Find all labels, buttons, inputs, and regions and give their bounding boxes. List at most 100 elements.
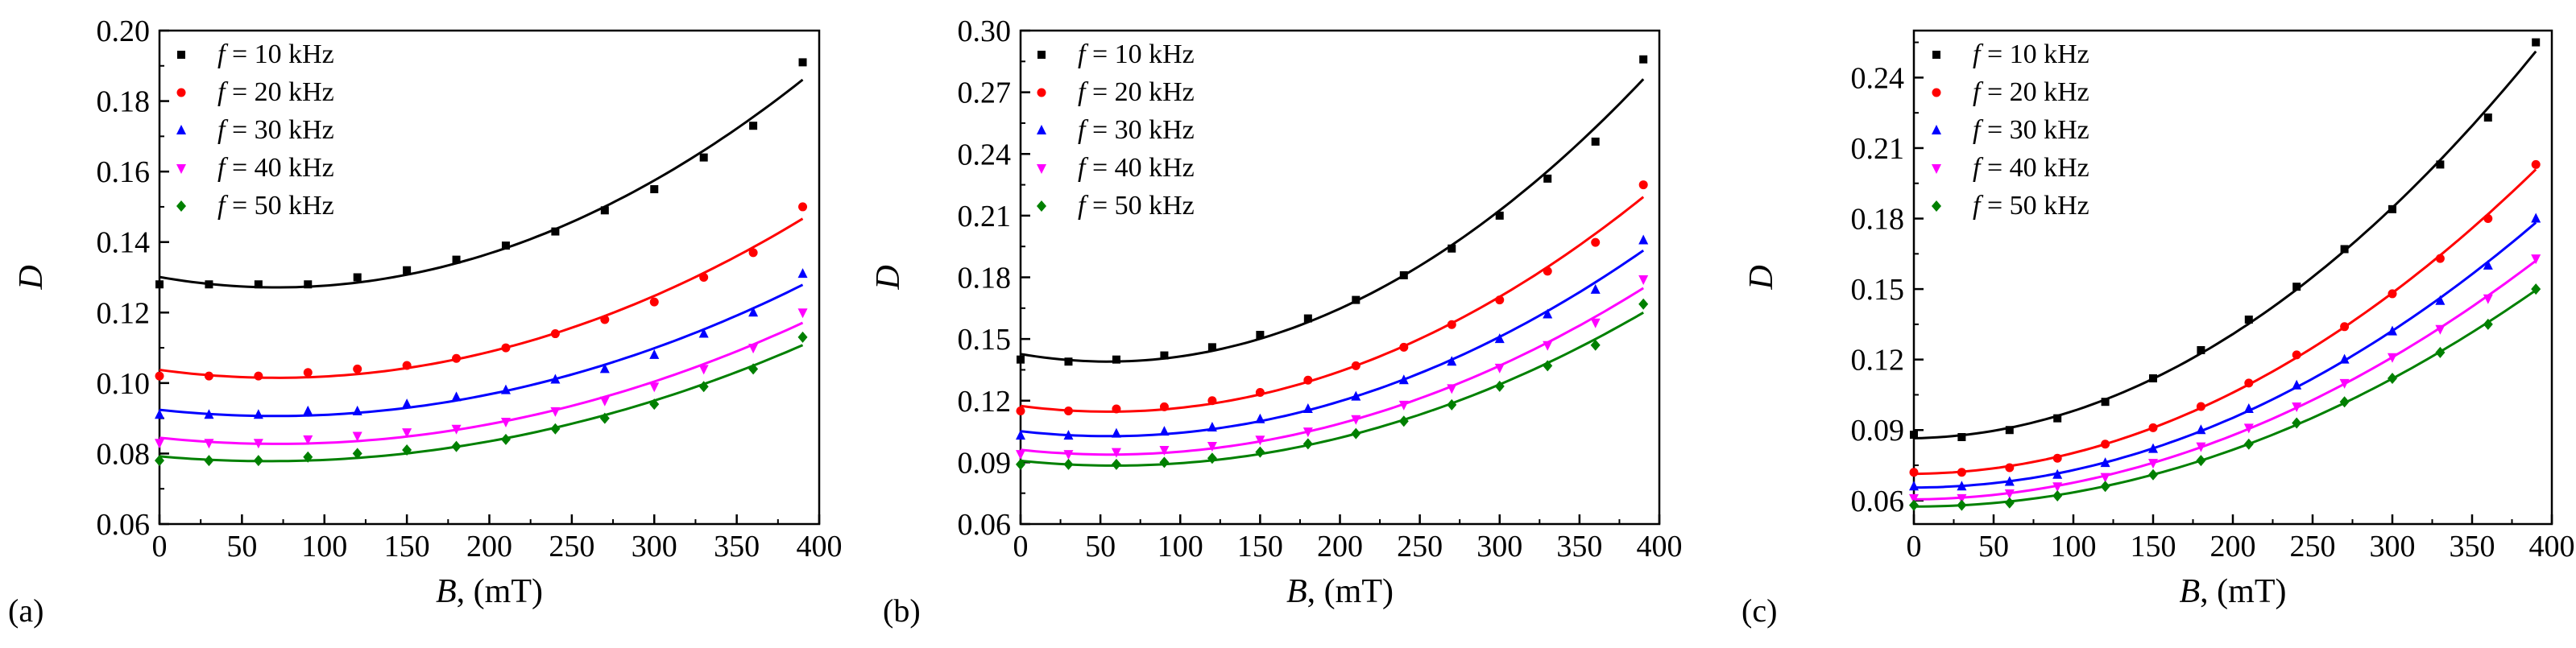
legend-label: f = 20 kHz — [1078, 77, 1195, 107]
legend-marker — [1037, 51, 1046, 59]
legend-value: = 50 kHz — [225, 191, 333, 221]
legend: f = 10 kHz f = 20 kHz f = 30 kHz f = 40 kHz… — [176, 39, 334, 221]
data-point — [797, 308, 808, 319]
data-point — [303, 368, 313, 378]
data-point — [1638, 298, 1649, 310]
x-tick-label: 50 — [226, 530, 257, 563]
data-point — [253, 409, 263, 419]
panel-label: (a) — [8, 592, 43, 629]
data-point — [2052, 453, 2062, 463]
data-point — [303, 435, 313, 445]
legend-value: = 10 kHz — [225, 39, 333, 69]
legend-marker — [1932, 88, 1941, 97]
data-point — [1111, 448, 1121, 458]
x-axis-title: B, (mT) — [436, 573, 543, 610]
data-point — [1207, 421, 1217, 431]
data-point — [2100, 481, 2110, 493]
y-tick-label: 0.09 — [1851, 414, 1905, 448]
x-tick-label: 200 — [466, 530, 512, 563]
y-tick-label: 0.18 — [1851, 203, 1905, 237]
legend-value: = 20 kHz — [1085, 77, 1194, 107]
data-point — [402, 444, 412, 456]
data-point — [1957, 499, 1967, 511]
data-point — [1351, 361, 1360, 370]
legend-entry: f = 30 kHz — [1932, 115, 2089, 145]
y-tick-label: 0.24 — [1851, 61, 1905, 95]
data-point — [2292, 379, 2302, 390]
data-series — [1016, 234, 1649, 440]
data-point — [1398, 415, 1409, 427]
data-series — [1909, 213, 2541, 491]
data-point — [1063, 450, 1074, 460]
data-point — [550, 407, 561, 417]
data-point — [352, 405, 362, 415]
data-point — [2100, 473, 2110, 483]
data-point — [2053, 414, 2062, 423]
data-point — [1910, 431, 1918, 440]
data-point — [2436, 160, 2445, 169]
data-point — [2483, 259, 2493, 270]
legend-marker — [1037, 125, 1046, 134]
data-point — [1638, 234, 1649, 245]
data-point — [698, 328, 709, 338]
y-tick-label: 0.12 — [958, 385, 1012, 419]
legend: f = 10 kHz f = 20 kHz f = 30 kHz f = 40 kHz… — [1932, 39, 2089, 221]
data-point — [1543, 174, 1552, 183]
x-tick-label: 350 — [1556, 530, 1602, 563]
data-point — [501, 241, 510, 250]
y-tick-label: 0.08 — [97, 437, 151, 471]
y-tick-label: 0.12 — [97, 296, 151, 330]
x-tick-label: 150 — [1237, 530, 1283, 563]
x-tick-label: 250 — [1397, 530, 1443, 563]
legend-marker — [1037, 164, 1046, 174]
x-axis-variable: B — [2180, 573, 2201, 610]
chart-panel: 0 50 100 150 200 250 300 350 400 0.06 0.09 0.12 0.15… — [1741, 29, 2575, 629]
legend-entry: f = 50 kHz — [176, 191, 334, 221]
data-point — [2004, 497, 2015, 509]
legend-marker — [177, 51, 185, 59]
legend-label: f = 40 kHz — [217, 153, 334, 183]
data-point — [2292, 402, 2302, 413]
data-point — [352, 431, 362, 442]
panel-label: (b) — [883, 592, 921, 629]
data-point — [352, 448, 362, 460]
data-series — [1016, 298, 1649, 470]
data-point — [1447, 384, 1457, 394]
x-axis-unit: , (mT) — [2200, 573, 2286, 610]
legend: f = 10 kHz f = 20 kHz f = 30 kHz f = 40 kHz… — [1037, 39, 1195, 221]
fit-line — [159, 283, 804, 418]
data-point — [550, 374, 561, 384]
fit-line — [159, 217, 804, 379]
data-point — [600, 315, 610, 324]
x-tick-label: 0 — [1907, 530, 1922, 563]
legend-marker — [1932, 51, 1940, 59]
data-point — [1159, 402, 1169, 411]
data-point — [2531, 254, 2541, 265]
data-point — [500, 433, 511, 445]
legend-value: = 30 kHz — [1980, 115, 2089, 145]
data-point — [204, 371, 213, 381]
x-axis-variable: B — [436, 573, 457, 610]
data-point — [1303, 314, 1312, 323]
data-point — [1638, 275, 1649, 286]
legend-value: = 50 kHz — [1980, 191, 2089, 221]
legend-marker — [1932, 125, 1941, 134]
legend-value: = 40 kHz — [225, 153, 333, 183]
data-point — [2531, 213, 2541, 223]
data-point — [748, 344, 759, 354]
legend-value: = 50 kHz — [1085, 191, 1194, 221]
data-point — [699, 153, 708, 162]
legend-marker — [1932, 164, 1941, 174]
data-point — [451, 440, 462, 452]
y-tick-label: 0.24 — [958, 138, 1012, 171]
data-point — [748, 363, 759, 375]
data-series — [155, 308, 808, 449]
legend-label: f = 20 kHz — [217, 77, 334, 107]
x-tick-label: 400 — [1637, 530, 1683, 563]
data-point — [1957, 468, 1966, 477]
data-point — [155, 439, 164, 449]
data-point — [501, 343, 511, 353]
data-point — [600, 206, 609, 215]
data-point — [353, 364, 362, 374]
data-point — [1590, 318, 1601, 328]
